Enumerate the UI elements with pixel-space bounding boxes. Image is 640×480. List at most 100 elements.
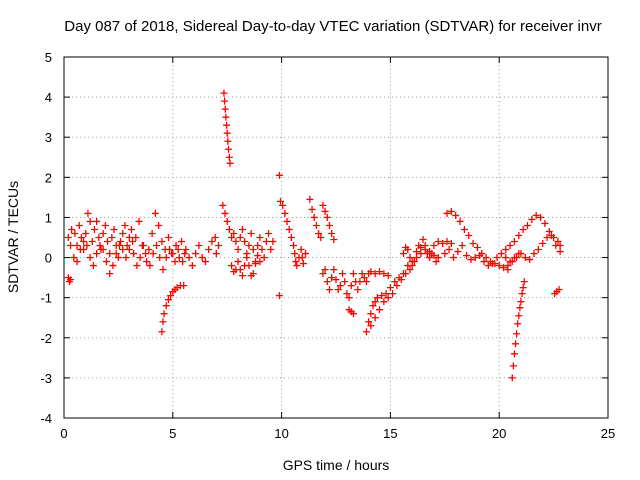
data-point bbox=[152, 242, 160, 250]
data-point bbox=[443, 238, 451, 246]
data-point bbox=[508, 258, 516, 266]
data-point bbox=[328, 274, 336, 282]
data-point bbox=[122, 254, 130, 262]
data-point bbox=[285, 225, 293, 233]
data-point bbox=[328, 229, 336, 237]
data-point bbox=[175, 254, 183, 262]
data-point bbox=[434, 238, 442, 246]
data-point bbox=[279, 201, 287, 209]
data-point bbox=[188, 262, 196, 270]
data-point bbox=[443, 209, 451, 217]
data-point bbox=[234, 258, 242, 266]
data-point bbox=[225, 153, 233, 161]
data-point bbox=[439, 240, 447, 248]
data-point bbox=[67, 242, 75, 250]
data-point bbox=[106, 270, 114, 278]
data-point bbox=[497, 250, 505, 258]
data-point bbox=[223, 217, 231, 225]
data-point bbox=[115, 242, 123, 250]
data-point bbox=[502, 254, 510, 262]
data-point bbox=[513, 330, 521, 338]
data-point bbox=[155, 221, 163, 229]
data-point bbox=[430, 242, 438, 250]
data-point bbox=[341, 278, 349, 286]
data-point bbox=[119, 229, 127, 237]
data-point bbox=[556, 248, 564, 256]
data-point bbox=[158, 328, 166, 336]
data-point bbox=[512, 340, 520, 348]
data-point bbox=[64, 234, 72, 241]
data-point bbox=[236, 266, 244, 274]
data-point bbox=[205, 246, 213, 254]
data-point bbox=[302, 250, 310, 258]
data-point bbox=[371, 314, 379, 322]
data-point bbox=[509, 362, 517, 370]
data-point bbox=[178, 238, 186, 246]
data-point bbox=[267, 246, 275, 254]
data-point bbox=[543, 234, 551, 241]
data-point bbox=[332, 276, 340, 284]
x-tick-label: 0 bbox=[60, 426, 67, 441]
data-point bbox=[262, 238, 270, 246]
data-point bbox=[397, 276, 405, 284]
data-point bbox=[460, 225, 468, 233]
data-point bbox=[90, 225, 98, 233]
data-point bbox=[241, 238, 249, 246]
data-point bbox=[254, 252, 262, 260]
data-point bbox=[224, 137, 232, 145]
data-point bbox=[354, 286, 362, 294]
data-point bbox=[236, 234, 244, 241]
data-point bbox=[84, 209, 92, 217]
series-late_isolated bbox=[551, 286, 563, 298]
series-mid_band_8h bbox=[219, 201, 277, 266]
y-tick-label: -3 bbox=[40, 371, 52, 386]
data-point bbox=[506, 242, 514, 250]
data-point bbox=[510, 238, 518, 246]
data-point bbox=[367, 268, 375, 276]
series-isolated_10h bbox=[275, 292, 283, 300]
data-point bbox=[545, 227, 553, 235]
chart-title: Day 087 of 2018, Sidereal Day-to-day VTE… bbox=[64, 18, 601, 35]
data-point bbox=[179, 258, 187, 266]
data-point bbox=[125, 234, 133, 241]
data-point bbox=[391, 278, 399, 286]
data-point bbox=[362, 278, 370, 286]
data-point bbox=[376, 268, 384, 276]
data-point bbox=[164, 234, 172, 241]
data-point bbox=[247, 229, 255, 237]
data-point bbox=[162, 302, 170, 310]
data-point bbox=[219, 201, 227, 209]
x-tick-label: 25 bbox=[601, 426, 615, 441]
data-point bbox=[554, 238, 562, 246]
data-point bbox=[77, 234, 85, 241]
data-point bbox=[518, 290, 526, 298]
data-point bbox=[399, 250, 407, 258]
data-point bbox=[162, 254, 170, 262]
data-point bbox=[226, 159, 234, 167]
data-point bbox=[447, 207, 455, 215]
data-point bbox=[159, 266, 167, 274]
y-tick-label: 4 bbox=[45, 90, 52, 105]
x-tick-label: 20 bbox=[492, 426, 506, 441]
data-point bbox=[172, 242, 180, 250]
data-point bbox=[180, 282, 188, 290]
x-tick-label: 5 bbox=[169, 426, 176, 441]
data-point bbox=[125, 246, 133, 254]
data-point bbox=[537, 213, 545, 221]
data-point bbox=[245, 242, 253, 250]
data-point bbox=[151, 209, 159, 217]
data-point bbox=[515, 231, 523, 239]
data-point bbox=[530, 250, 538, 258]
data-point bbox=[101, 221, 109, 229]
data-point bbox=[169, 250, 177, 258]
data-point bbox=[75, 221, 83, 229]
data-point bbox=[275, 292, 283, 300]
data-point bbox=[211, 234, 219, 241]
data-point bbox=[417, 250, 425, 258]
data-point bbox=[96, 242, 104, 250]
data-point bbox=[376, 306, 384, 314]
data-point bbox=[102, 258, 110, 266]
y-tick-label: -2 bbox=[40, 331, 52, 346]
data-point bbox=[404, 246, 412, 254]
data-point bbox=[166, 246, 174, 254]
